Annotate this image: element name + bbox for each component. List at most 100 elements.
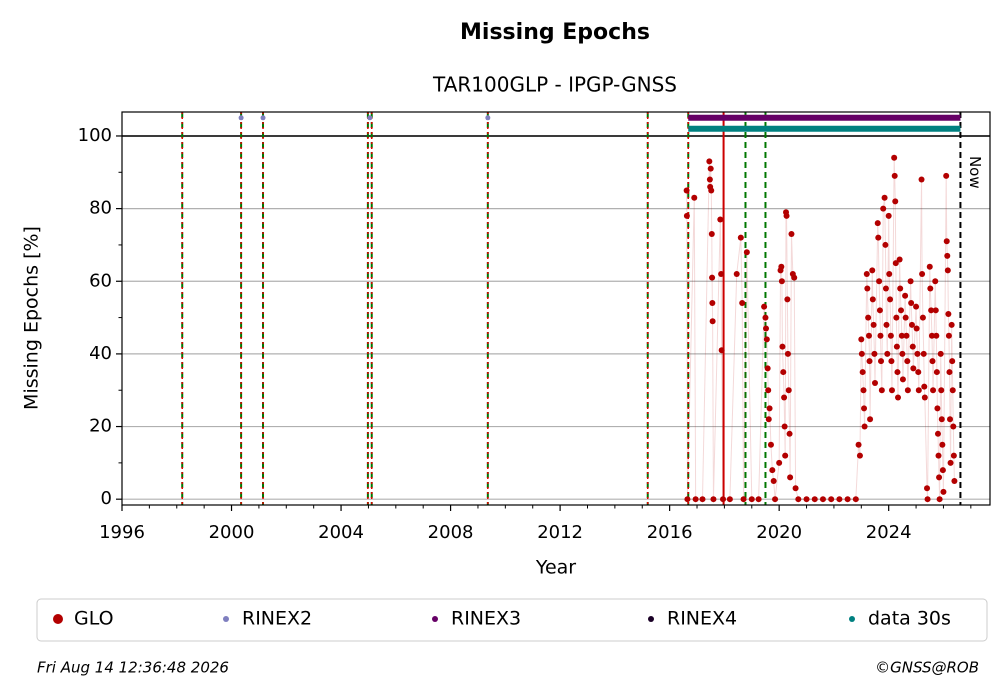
x-tick-label: 2004 — [318, 522, 364, 543]
data-point — [920, 350, 927, 357]
data-point — [940, 488, 947, 495]
data-point — [943, 172, 950, 179]
data-point — [861, 405, 868, 412]
data-point — [867, 416, 874, 423]
data-point — [869, 296, 876, 303]
data-point — [935, 452, 942, 459]
data-point — [864, 285, 871, 292]
data-point — [899, 350, 906, 357]
data-point — [720, 496, 727, 503]
data-point — [887, 296, 894, 303]
data-point — [787, 474, 794, 481]
data-point — [939, 467, 946, 474]
data-point — [871, 350, 878, 357]
footer-date: Fri Aug 14 12:36:48 2026 — [37, 659, 229, 677]
data-point — [766, 405, 773, 412]
data-point — [748, 496, 755, 503]
data-point — [936, 474, 943, 481]
data-point — [740, 496, 747, 503]
data-point — [739, 300, 746, 307]
data-point — [915, 387, 922, 394]
y-tick-label: 100 — [78, 125, 112, 146]
data-point — [944, 252, 951, 259]
data-point — [878, 358, 885, 365]
data-point — [907, 278, 914, 285]
data-point — [938, 416, 945, 423]
data-point — [792, 485, 799, 492]
chart-subtitle: TAR100GLP - IPGP-GNSS — [432, 73, 677, 97]
data-point — [898, 332, 905, 339]
legend-marker — [432, 616, 438, 622]
data-point — [877, 332, 884, 339]
data-point — [791, 274, 798, 281]
data-point — [784, 350, 791, 357]
data-point — [876, 278, 883, 285]
y-tick-label: 40 — [89, 343, 112, 364]
data-point — [945, 332, 952, 339]
data-point — [950, 452, 957, 459]
data-point — [865, 332, 872, 339]
legend-marker — [223, 616, 229, 622]
data-point — [856, 452, 863, 459]
data-point — [684, 496, 691, 503]
chart-title: Missing Epochs — [460, 20, 650, 45]
data-point — [718, 270, 725, 277]
data-point — [763, 336, 770, 343]
x-tick-label: 2012 — [537, 522, 583, 543]
data-point — [788, 231, 795, 238]
data-point — [880, 205, 887, 212]
data-point — [769, 467, 776, 474]
data-point — [709, 274, 716, 281]
data-point — [782, 452, 789, 459]
data-point — [918, 176, 925, 183]
data-point — [949, 387, 956, 394]
data-point — [367, 115, 373, 121]
data-point — [936, 496, 943, 503]
data-point — [765, 387, 772, 394]
data-point — [811, 496, 818, 503]
data-point — [882, 285, 889, 292]
data-point — [921, 383, 928, 390]
legend-label: RINEX4 — [667, 608, 737, 630]
data-point — [238, 115, 244, 121]
data-point — [718, 347, 725, 354]
data-point — [919, 270, 926, 277]
data-point — [710, 496, 717, 503]
x-tick-label: 2024 — [866, 522, 912, 543]
data-point — [770, 478, 777, 485]
data-point — [878, 387, 885, 394]
data-point — [708, 231, 715, 238]
data-point — [927, 285, 934, 292]
data-point — [948, 321, 955, 328]
data-point — [767, 441, 774, 448]
y-axis-label: Missing Epochs [%] — [21, 226, 43, 410]
data-point — [921, 394, 928, 401]
data-point — [260, 115, 266, 121]
data-point — [946, 369, 953, 376]
data-point — [950, 423, 957, 430]
y-tick-label: 80 — [89, 198, 112, 219]
data-point — [887, 332, 894, 339]
data-point — [778, 263, 785, 270]
data-point — [683, 212, 690, 219]
data-point — [894, 369, 901, 376]
data-point — [904, 358, 911, 365]
data-point — [795, 496, 802, 503]
footer-credit: ©GNSS@ROB — [875, 659, 979, 677]
legend-marker — [648, 616, 654, 622]
data-point — [785, 387, 792, 394]
data-point — [932, 307, 939, 314]
data-point — [898, 307, 905, 314]
data-point — [733, 270, 740, 277]
data-point — [891, 172, 898, 179]
now-label: Now — [966, 156, 984, 189]
data-point — [930, 387, 937, 394]
data-point — [904, 387, 911, 394]
data-point — [692, 496, 699, 503]
data-point — [706, 158, 713, 165]
legend-label: GLO — [74, 608, 114, 630]
data-point — [892, 198, 899, 205]
data-point — [919, 314, 926, 321]
data-point — [865, 314, 872, 321]
